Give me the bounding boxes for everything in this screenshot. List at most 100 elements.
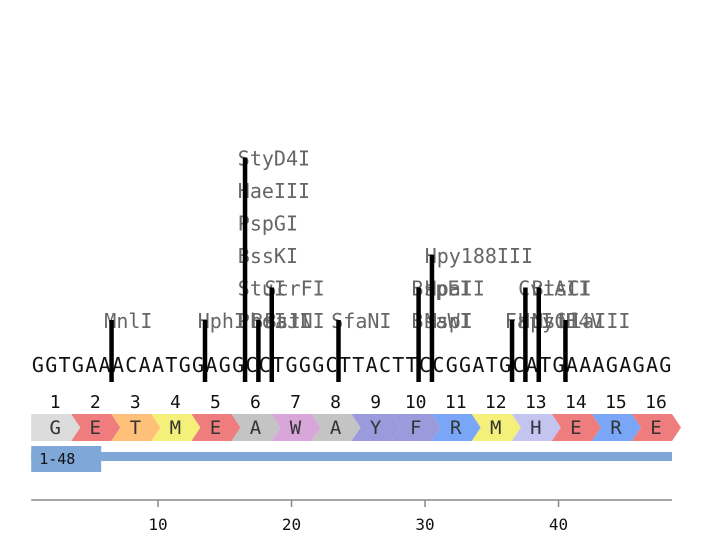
amino-acid-letter: E	[210, 417, 221, 439]
codon-number: 5	[210, 392, 221, 413]
amino-acid-letter: E	[90, 417, 101, 439]
cut-site-line	[336, 320, 341, 382]
amino-acid-letter: E	[570, 417, 581, 439]
dna-base: T	[352, 353, 364, 377]
region-track: 1-48	[31, 446, 672, 472]
dna-base: G	[179, 353, 191, 377]
dna-base: T	[339, 353, 351, 377]
amino-acid-chevron	[351, 414, 401, 441]
amino-acid-letter: Y	[370, 417, 382, 439]
enzyme-label: BsaWI	[411, 309, 471, 333]
amino-acid-letter: M	[490, 417, 501, 439]
codon-number: 1	[50, 392, 61, 413]
codon-numbers: 1 2 3 4 5 6 7 8 9 10 11 12 13 14 15 16	[50, 392, 667, 413]
dna-base: C	[125, 353, 137, 377]
codon-number: 13	[525, 392, 547, 413]
position-axis: 10 20 30 40	[31, 499, 672, 534]
dna-base: T	[165, 353, 177, 377]
dna-base: G	[299, 353, 311, 377]
axis-tick-label: 30	[415, 515, 434, 534]
dna-base: T	[539, 353, 551, 377]
cut-site-line	[269, 287, 274, 382]
amino-acid-letter: F	[410, 417, 421, 439]
dna-base: A	[99, 353, 111, 377]
dna-base: T	[392, 353, 404, 377]
codon-number: 2	[90, 392, 101, 413]
amino-acid-chevron	[391, 414, 441, 441]
amino-acid-chevron	[71, 414, 121, 441]
cut-site-line	[523, 287, 528, 382]
amino-acid-letter: R	[610, 417, 622, 439]
dna-base: A	[366, 353, 378, 377]
codon-number: 14	[565, 392, 587, 413]
dna-base: G	[72, 353, 84, 377]
amino-acid-chevron	[431, 414, 481, 441]
dna-base: A	[526, 353, 538, 377]
enzyme-label: NlaIII	[558, 309, 630, 333]
amino-acid-letter: A	[250, 417, 262, 439]
amino-acid-letter: A	[330, 417, 342, 439]
dna-base: C	[245, 353, 257, 377]
codon-number: 12	[485, 392, 507, 413]
cut-site-line	[536, 287, 541, 382]
cut-site-line	[256, 320, 261, 382]
dna-base: G	[446, 353, 458, 377]
dna-base: C	[259, 353, 271, 377]
amino-acid-chevron	[511, 414, 561, 441]
amino-acid-letter: H	[530, 417, 541, 439]
amino-acid-chevron	[231, 414, 281, 441]
enzyme-label: PspGI	[238, 212, 298, 236]
amino-acid-chevron	[271, 414, 321, 441]
dna-base: T	[486, 353, 498, 377]
enzyme-label: Hpy188III	[425, 244, 533, 268]
amino-acid-chevron	[31, 414, 81, 441]
amino-acid-letter: E	[650, 417, 661, 439]
amino-acid-chevron	[311, 414, 361, 441]
axis-tick-label: 10	[148, 515, 167, 534]
enzyme-label: HpaII	[425, 277, 485, 301]
dna-base: A	[472, 353, 484, 377]
dna-base: G	[232, 353, 244, 377]
region-bar	[31, 452, 672, 461]
dna-base: G	[633, 353, 645, 377]
codon-number: 11	[445, 392, 467, 413]
dna-base: G	[192, 353, 204, 377]
codon-number: 3	[130, 392, 141, 413]
enzyme-label: BtsCI	[532, 277, 592, 301]
amino-acid-chevron	[551, 414, 601, 441]
amino-acid-chevron	[591, 414, 641, 441]
enzyme-label: HpyCH4V	[518, 309, 602, 333]
dna-base: A	[566, 353, 578, 377]
enzyme-label: ScrFI	[265, 277, 325, 301]
amino-acid-letter: R	[450, 417, 462, 439]
cut-site-line	[416, 287, 421, 382]
dna-base: T	[59, 353, 71, 377]
codon-number: 8	[330, 392, 341, 413]
dna-base: A	[579, 353, 591, 377]
dna-base: A	[646, 353, 658, 377]
dna-base: A	[139, 353, 151, 377]
codon-number: 6	[250, 392, 261, 413]
dna-base: G	[286, 353, 298, 377]
amino-acid-chevron	[471, 414, 521, 441]
amino-acid-letter: M	[170, 417, 181, 439]
dna-base: C	[419, 353, 431, 377]
region-label: 1-48	[39, 450, 75, 468]
enzyme-label: StyD4I	[238, 147, 310, 171]
dna-base: G	[459, 353, 471, 377]
amino-acid-letter: T	[130, 417, 141, 439]
codon-number: 9	[370, 392, 381, 413]
codon-number: 7	[290, 392, 301, 413]
amino-acid-letter: W	[290, 417, 302, 439]
cut-site-line	[563, 320, 568, 382]
cut-site-line	[509, 320, 515, 382]
dna-base: G	[659, 353, 671, 377]
dna-base: G	[312, 353, 324, 377]
cut-site-line	[242, 157, 248, 382]
dna-base: C	[379, 353, 391, 377]
cut-site-line	[109, 320, 114, 382]
enzyme-label: BstNI	[265, 309, 325, 333]
